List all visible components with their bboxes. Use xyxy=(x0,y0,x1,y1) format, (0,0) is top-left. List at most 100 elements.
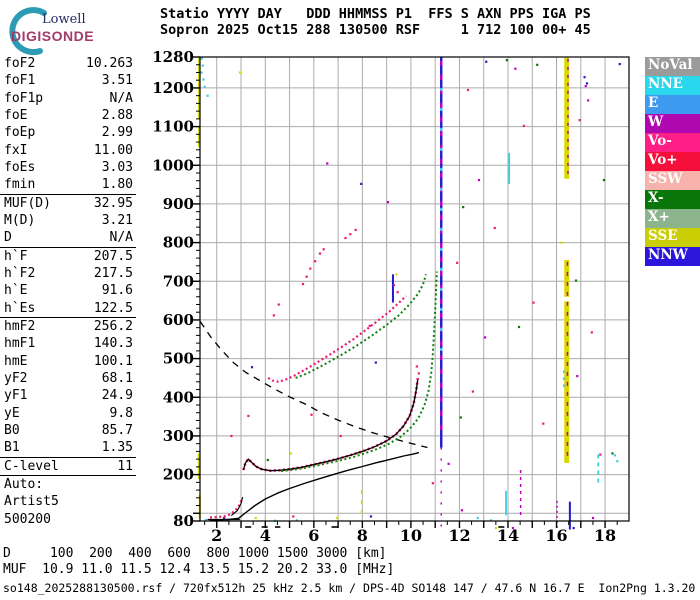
trace-2nd-hop-x-mode-green- xyxy=(295,274,427,379)
y-axis-label: 600 xyxy=(163,311,194,329)
parameter-value: 9.8 xyxy=(109,405,133,421)
trace-2nd-hop-o-mode-pink- xyxy=(267,295,407,383)
parameter-row-fmin: fmin 1.80 xyxy=(0,176,136,193)
logo-digisonde-text: DIGISONDE xyxy=(11,28,95,44)
y-axis-label: 700 xyxy=(163,272,194,290)
parameter-label: foF2 xyxy=(4,56,36,71)
footer-file-info: so148_2025288130500.rsf / 720fx512h 25 k… xyxy=(3,581,696,595)
parameter-row-foes: foEs 3.03 xyxy=(0,159,136,176)
parameter-value: 91.6 xyxy=(101,283,133,299)
y-axis-label: 300 xyxy=(163,427,194,445)
legend-item-x: X- xyxy=(645,190,700,209)
legend-item-w: W xyxy=(645,114,700,133)
parameter-row-hmf2: hmF2 256.2 xyxy=(0,318,136,335)
parameter-label: foE xyxy=(4,107,28,123)
trace-f-trace-echoes-o-mode-pink- xyxy=(242,377,420,472)
parameter-label: hmE xyxy=(4,353,28,369)
parameter-value: 68.1 xyxy=(101,370,133,386)
parameter-group-1: MUF(D) 32.95 M(D) 3.21 D N/A xyxy=(0,193,136,247)
scatter-echo-dots xyxy=(200,57,621,530)
parameter-label: C-level xyxy=(4,458,59,474)
parameter-row-fof2: foF2 10.263 xyxy=(0,55,136,72)
parameter-value: 2.88 xyxy=(101,107,133,123)
parameter-value: 100.1 xyxy=(93,353,133,369)
y-axis-label: 800 xyxy=(163,234,194,252)
parameter-row-yf2: yF2 68.1 xyxy=(0,370,136,387)
parameter-label: hmF2 xyxy=(4,318,36,334)
parameter-row-b1: B1 1.35 xyxy=(0,439,136,456)
x-axis-label: 12 xyxy=(448,526,470,545)
plot-axes: 1280120011001000900800700600500400300200… xyxy=(152,48,630,545)
logo-arc-icon xyxy=(9,7,47,56)
parameter-label: D xyxy=(4,230,12,246)
parameter-value: 140.3 xyxy=(93,336,133,352)
y-axis-label: 500 xyxy=(163,350,194,368)
parameter-row-hmf1: hmF1 140.3 xyxy=(0,335,136,352)
parameter-label: M(D) xyxy=(4,212,36,228)
parameter-label: 500200 xyxy=(4,511,51,527)
parameter-row-clevel: C-level 11 xyxy=(0,458,136,475)
parameter-row-foep: foEp 2.99 xyxy=(0,124,136,141)
logo-lowell-text: Lowell xyxy=(42,12,86,27)
parameter-value: N/A xyxy=(109,90,133,106)
parameter-group-5: Auto: Artist5 500200 xyxy=(0,474,136,528)
trace-f-trace-artist-fit-black- xyxy=(242,379,419,472)
parameter-label: h`Es xyxy=(4,300,36,316)
parameter-label: yF2 xyxy=(4,370,28,386)
legend-item-nne: NNE xyxy=(645,76,700,95)
x-axis-label: 18 xyxy=(594,526,616,545)
ionogram-traces xyxy=(199,271,438,521)
x-axis-label: 4 xyxy=(260,526,271,545)
y-axis-label: 1100 xyxy=(152,118,194,136)
parameter-label: hmF1 xyxy=(4,336,36,352)
parameter-value: 207.5 xyxy=(93,248,133,264)
parameter-label: yF1 xyxy=(4,388,28,404)
legend-item-nnw: NNW xyxy=(645,247,700,266)
parameter-row-hme: hmE 100.1 xyxy=(0,353,136,370)
parameter-label: fmin xyxy=(4,177,36,193)
parameter-row-hf2: h`F2 217.5 xyxy=(0,265,136,282)
parameter-row-fof1p: foF1p N/A xyxy=(0,90,136,107)
parameter-value: 11 xyxy=(117,458,133,474)
parameter-label: yE xyxy=(4,405,20,421)
x-axis-label: 6 xyxy=(308,526,319,545)
y-axis-label: 80 xyxy=(173,512,194,530)
parameter-row-foe: foE 2.88 xyxy=(0,107,136,124)
parameter-label: foF1p xyxy=(4,90,44,106)
parameter-value: 32.95 xyxy=(93,195,133,211)
parameter-value: 122.5 xyxy=(93,300,133,316)
parameter-value: 217.5 xyxy=(93,265,133,281)
parameter-label: fxI xyxy=(4,142,28,158)
parameter-value: 1.80 xyxy=(101,177,133,193)
y-axis-label: 1000 xyxy=(152,156,194,174)
legend-item-ssw: SSW xyxy=(645,171,700,190)
parameter-value: 3.21 xyxy=(101,212,133,228)
parameter-label: MUF(D) xyxy=(4,195,51,211)
parameter-row-b0: B0 85.7 xyxy=(0,422,136,439)
x-axis-label: 10 xyxy=(400,526,422,545)
parameter-label: Auto: xyxy=(4,476,44,492)
parameter-group-0: foF2 10.263 foF1 3.51 foF1p N/A foE 2.88 foEp 2.9… xyxy=(0,55,136,194)
legend-item-vo: Vo+ xyxy=(645,152,700,171)
parameter-value: 1.35 xyxy=(101,440,133,456)
parameter-row-artist5: Artist5 xyxy=(0,493,136,510)
measurement-header: Statio YYYY DAY DDD HHMMSS P1 FFS S AXN … xyxy=(160,6,591,38)
parameter-row-500200: 500200 xyxy=(0,511,136,528)
legend-item-noval: NoVal xyxy=(645,57,700,76)
parameter-value: 256.2 xyxy=(93,318,133,334)
parameter-row-d: D N/A xyxy=(0,229,136,246)
y-axis-label: 900 xyxy=(163,195,194,213)
parameter-value: 10.263 xyxy=(86,56,133,71)
parameter-row-yf1: yF1 24.9 xyxy=(0,387,136,404)
legend-item-sse: SSE xyxy=(645,228,700,247)
parameter-value: 85.7 xyxy=(101,422,133,438)
parameter-value: 3.51 xyxy=(101,73,133,89)
digisonde-logo: Lowell DIGISONDE xyxy=(4,4,134,56)
parameter-row-fof1: foF1 3.51 xyxy=(0,72,136,89)
y-axis-label: 400 xyxy=(163,388,194,406)
parameter-label: foEs xyxy=(4,159,36,175)
legend-item-e: E xyxy=(645,95,700,114)
d-muf-table: D 100 200 400 600 800 1000 1500 3000 [km… xyxy=(3,546,395,577)
y-axis-label: 1280 xyxy=(152,48,194,66)
